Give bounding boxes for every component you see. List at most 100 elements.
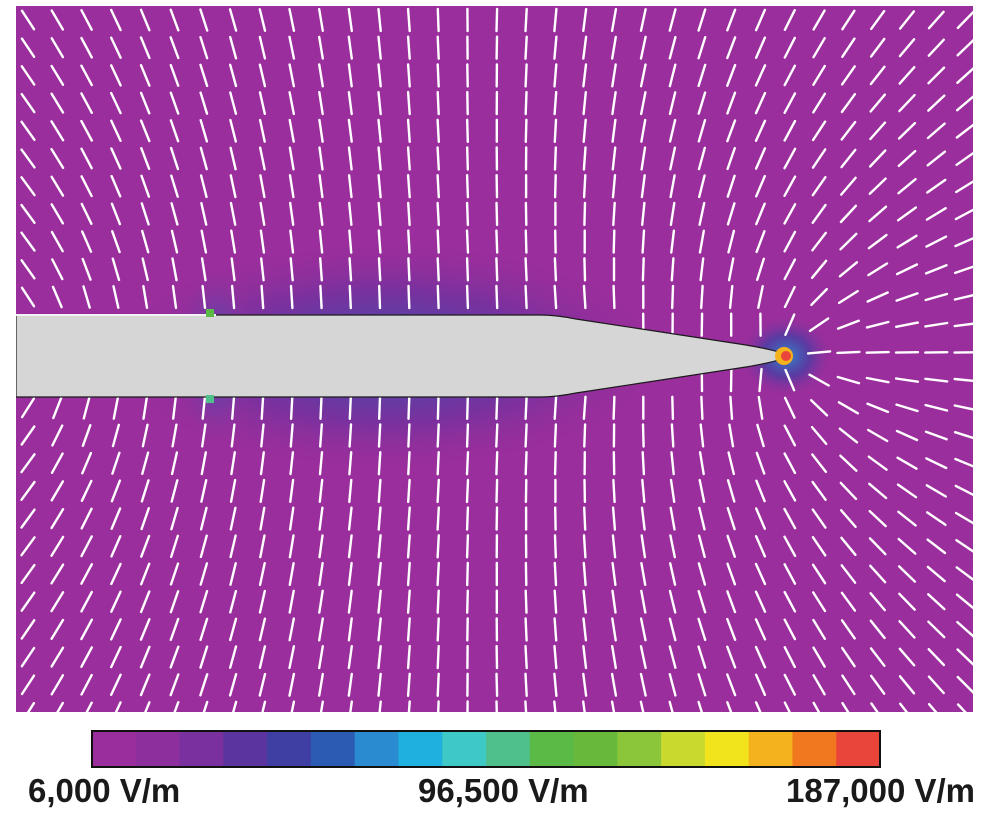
field-vector [612, 395, 616, 420]
field-vector [839, 232, 858, 251]
field-vector [895, 403, 919, 413]
field-vector [170, 202, 179, 226]
field-vector [955, 593, 973, 610]
field-vector [671, 395, 675, 420]
field-vector [347, 35, 353, 60]
field-vector [865, 376, 890, 384]
field-vector [726, 146, 736, 171]
field-vector [200, 479, 208, 503]
field-vector [20, 619, 36, 640]
field-vector [20, 231, 36, 252]
field-vector [229, 506, 237, 531]
field-vector [896, 234, 918, 249]
field-vector [728, 423, 735, 448]
field-vector [20, 480, 36, 501]
field-vector [524, 90, 528, 116]
field-vector [258, 672, 267, 697]
field-vector [20, 591, 36, 612]
field-vector [142, 285, 149, 309]
field-vector [258, 645, 267, 669]
field-vector [259, 201, 266, 227]
field-vector [407, 700, 411, 712]
field-vector [670, 423, 675, 448]
field-vector [524, 395, 528, 420]
field-vector [927, 66, 946, 85]
field-vector [699, 423, 705, 448]
field-vector [669, 201, 676, 227]
field-vector [754, 535, 767, 558]
field-vector [553, 90, 558, 116]
field-vector [142, 395, 149, 420]
field-vector [640, 506, 646, 531]
field-vector [20, 176, 36, 197]
field-vector [726, 562, 737, 586]
field-vector [495, 257, 499, 282]
field-vector [230, 229, 237, 254]
field-vector [783, 119, 797, 142]
field-vector [925, 235, 948, 248]
field-vector [318, 229, 324, 254]
field-vector [754, 562, 767, 586]
field-vector [110, 590, 122, 613]
field-vector [318, 589, 324, 614]
field-vector [582, 561, 587, 587]
field-vector [840, 65, 856, 86]
field-vector [810, 399, 829, 417]
field-vector [139, 645, 151, 669]
colorbar-swatch [792, 731, 837, 767]
field-vector [611, 63, 617, 88]
field-vector [806, 350, 832, 355]
field-vector [726, 479, 736, 503]
field-vector [726, 119, 737, 143]
field-vector [347, 63, 353, 88]
field-vector [169, 63, 180, 87]
field-vector [783, 452, 797, 475]
field-vector [258, 617, 267, 642]
field-vector [318, 146, 324, 171]
field-vector [406, 561, 411, 587]
field-vector [783, 535, 797, 558]
field-vector [114, 701, 122, 712]
field-vector [612, 229, 616, 254]
field-vector [582, 173, 587, 199]
field-vector [757, 395, 764, 420]
field-vector [925, 457, 948, 470]
field-vector [144, 701, 151, 712]
field-vector [840, 509, 857, 529]
field-vector [436, 7, 440, 33]
field-vector [111, 423, 121, 448]
field-vector [112, 285, 120, 309]
field-vector [80, 590, 94, 613]
field-vector [698, 174, 706, 199]
field-vector [926, 122, 946, 140]
field-vector [953, 294, 973, 301]
field-vector [582, 672, 588, 697]
field-vector [406, 506, 411, 531]
field-vector [50, 591, 65, 613]
field-vector [318, 672, 324, 697]
field-vector [228, 645, 238, 669]
field-vector [289, 451, 295, 476]
field-vector [378, 284, 382, 310]
field-vector [377, 589, 382, 614]
field-vector [261, 700, 267, 712]
field-vector [171, 257, 178, 282]
field-vector [259, 174, 266, 199]
field-vector [347, 7, 353, 33]
field-vector [553, 395, 558, 420]
field-vector [260, 395, 265, 420]
field-vector [729, 395, 734, 420]
field-vector [85, 701, 93, 712]
field-vector [349, 700, 353, 712]
field-vector [378, 700, 382, 712]
field-vector [668, 589, 677, 614]
field-vector [837, 289, 859, 305]
field-vector [812, 701, 821, 712]
field-vector [465, 173, 470, 199]
field-vector [840, 591, 857, 612]
field-vector [553, 423, 558, 448]
field-vector [698, 451, 705, 476]
field-vector [640, 91, 647, 116]
field-vector [50, 646, 65, 668]
field-vector [436, 229, 440, 254]
